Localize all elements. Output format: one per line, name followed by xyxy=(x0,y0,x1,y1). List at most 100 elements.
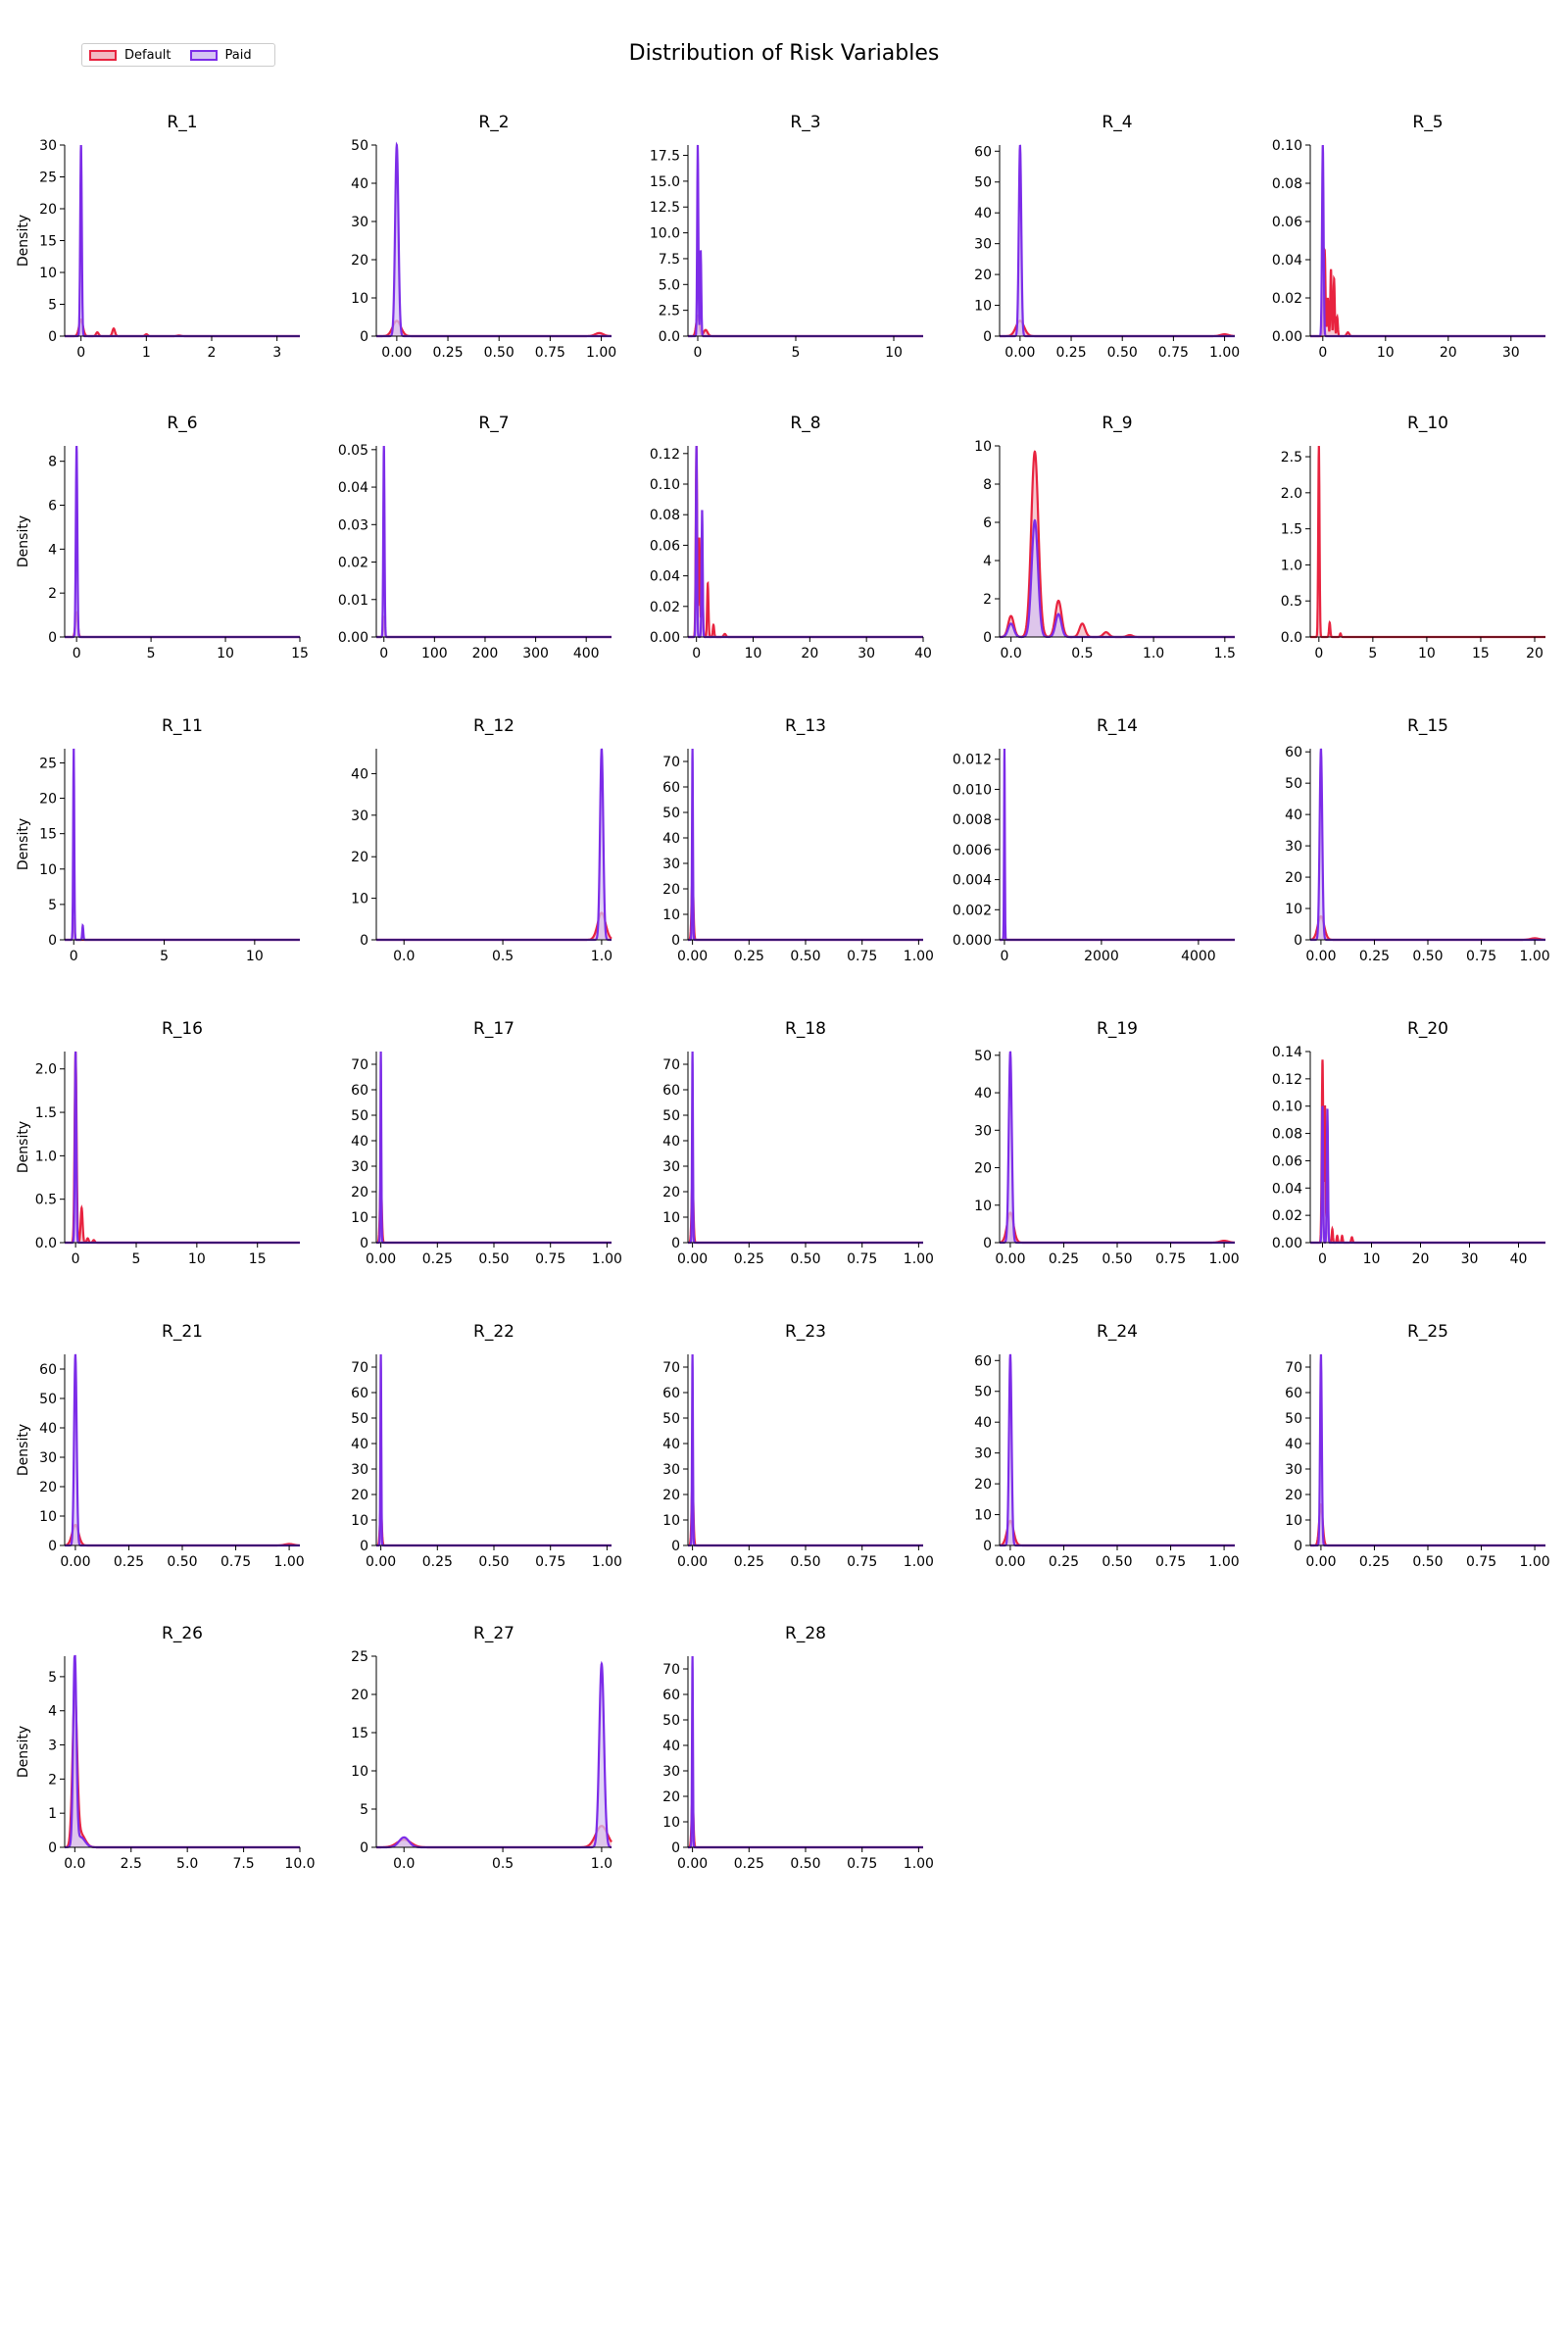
x-tick-label: 0.75 xyxy=(847,1856,877,1872)
x-tick-label: 20 xyxy=(1412,1251,1430,1267)
x-tick-label: 0.00 xyxy=(60,1554,90,1570)
x-tick-label: 10 xyxy=(885,345,903,361)
subplot-R_8: R_8 0.00 0.02 0.04 0.06 0.08 0.10 0.12 0 10 20 30 40 xyxy=(650,414,932,662)
legend-item-paid: Paid xyxy=(189,48,252,63)
y-tick-label: 0.012 xyxy=(953,753,992,768)
x-tick-label: 0.00 xyxy=(677,1554,708,1570)
x-tick-label: 0.25 xyxy=(422,1554,453,1570)
density-area-paid xyxy=(376,1052,612,1243)
y-tick-label: 20 xyxy=(974,1477,992,1493)
y-tick-label: 0 xyxy=(48,329,57,345)
y-tick-label: 20 xyxy=(351,1488,368,1503)
subplot-R_28: R_28 0 10 20 30 40 50 60 70 0.00 0.25 0.50 0.75 1.00 xyxy=(662,1624,934,1872)
subplot-R_7: R_7 0.00 0.01 0.02 0.03 0.04 0.05 0 100 200 300 400 xyxy=(338,414,612,662)
y-tick-label: 60 xyxy=(662,1083,680,1099)
y-tick-label: 0.12 xyxy=(1272,1072,1302,1088)
density-line-default xyxy=(1309,914,1546,942)
y-tick-label: 60 xyxy=(974,1353,992,1369)
y-tick-label: 40 xyxy=(351,176,368,192)
density-line-default xyxy=(65,916,300,942)
y-tick-label: 10 xyxy=(662,1210,680,1226)
density-area-default xyxy=(1000,1212,1235,1243)
subplot-R_11: R_11 0 5 10 15 20 25 0 5 10 Density xyxy=(16,716,300,964)
x-tick-label: 1 xyxy=(142,345,151,361)
x-tick-label: 40 xyxy=(1510,1251,1528,1267)
density-line-default xyxy=(688,1178,923,1245)
y-tick-label: 70 xyxy=(662,1360,680,1376)
y-tick-label: 30 xyxy=(662,857,680,872)
y-tick-label: 30 xyxy=(974,237,992,253)
y-tick-label: 0 xyxy=(671,1236,680,1251)
y-tick-label: 4 xyxy=(48,542,57,558)
x-tick-label: 0.25 xyxy=(734,1856,764,1872)
y-tick-label: 0.06 xyxy=(1272,1153,1302,1169)
x-tick-label: 0.25 xyxy=(432,345,463,361)
subplot-R_23: R_23 0 10 20 30 40 50 60 70 0.00 0.25 0.50 0.75 1.00 xyxy=(662,1322,934,1570)
x-tick-label: 0.50 xyxy=(790,1554,820,1570)
y-tick-label: 2 xyxy=(48,1772,57,1788)
y-tick-label: 4 xyxy=(48,1704,57,1720)
x-tick-label: 0.50 xyxy=(478,1554,509,1570)
y-tick-label: 2.0 xyxy=(35,1062,57,1078)
y-tick-label: 50 xyxy=(39,1392,57,1407)
x-tick-label: 4000 xyxy=(1181,949,1216,964)
y-tick-label: 20 xyxy=(39,1480,57,1495)
x-tick-label: 0.00 xyxy=(995,1251,1025,1267)
y-tick-label: 3 xyxy=(48,1739,57,1754)
x-tick-label: 0.50 xyxy=(1102,1251,1132,1267)
subplot-R_1: R_1 0 5 10 15 20 25 30 0 1 2 3 Density xyxy=(16,113,300,361)
y-tick-label: 0.5 xyxy=(1281,594,1302,610)
y-tick-label: 30 xyxy=(351,1159,368,1175)
density-area-default xyxy=(65,319,300,336)
y-tick-label: 50 xyxy=(974,175,992,191)
density-line-paid xyxy=(64,1654,300,1849)
y-tick-label: 60 xyxy=(351,1386,368,1401)
y-tick-label: 0.02 xyxy=(1272,1208,1302,1224)
x-tick-label: 0 xyxy=(73,646,81,662)
y-tick-label: 10 xyxy=(1285,1513,1302,1529)
x-tick-label: 0 xyxy=(76,345,85,361)
x-tick-label: 1.0 xyxy=(1143,646,1164,662)
subplot-R_4: R_4 0 10 20 30 40 50 60 0.00 0.25 0.50 0.75 1.00 xyxy=(974,113,1240,361)
y-axis-label: Density xyxy=(16,515,31,567)
x-tick-label: 0 xyxy=(694,345,703,361)
x-tick-label: 0.0 xyxy=(64,1856,85,1872)
subplot-R_16: R_16 0.0 0.5 1.0 1.5 2.0 0 5 10 15 Density xyxy=(16,1019,300,1267)
x-tick-label: 0.25 xyxy=(1055,345,1086,361)
y-tick-label: 10 xyxy=(974,1508,992,1524)
x-tick-label: 10 xyxy=(1377,345,1395,361)
x-tick-label: 1.00 xyxy=(1520,1554,1550,1570)
density-line-default xyxy=(376,319,612,338)
subplot-title: R_17 xyxy=(473,1019,514,1039)
y-tick-label: 30 xyxy=(662,1159,680,1175)
x-tick-label: 0.75 xyxy=(1466,949,1496,964)
y-tick-label: 0 xyxy=(1294,1539,1302,1554)
density-line-default xyxy=(1310,245,1545,338)
subplot-R_2: R_2 0 10 20 30 40 50 0.00 0.25 0.50 0.75 1.00 xyxy=(351,113,616,361)
y-tick-label: 20 xyxy=(974,268,992,283)
y-tick-label: 0 xyxy=(360,1236,368,1251)
density-line-paid xyxy=(688,1353,923,1547)
subplot-title: R_3 xyxy=(790,113,820,132)
y-tick-label: 40 xyxy=(662,831,680,847)
x-tick-label: 0.50 xyxy=(1412,949,1443,964)
y-tick-label: 0.10 xyxy=(1272,138,1302,154)
density-line-default xyxy=(1310,1502,1545,1547)
x-tick-label: 10 xyxy=(217,646,234,662)
y-tick-label: 5 xyxy=(360,1802,368,1818)
subplot-R_17: R_17 0 10 20 30 40 50 60 70 0.00 0.25 0.50 0.75 1.00 xyxy=(351,1019,622,1267)
y-tick-label: 10 xyxy=(662,1815,680,1831)
subplot-R_14: R_14 0.000 0.002 0.004 0.006 0.008 0.010 0.012 0… xyxy=(953,716,1235,964)
x-tick-label: 30 xyxy=(858,646,875,662)
x-tick-label: 1.00 xyxy=(592,1554,622,1570)
y-tick-label: 70 xyxy=(662,1662,680,1678)
x-tick-label: 1.00 xyxy=(904,949,934,964)
subplot-title: R_2 xyxy=(478,113,509,132)
density-line-paid xyxy=(1000,748,1235,942)
y-tick-label: 10 xyxy=(351,1210,368,1226)
subplot-title: R_18 xyxy=(785,1019,826,1039)
y-tick-label: 0 xyxy=(983,329,992,345)
x-tick-label: 2000 xyxy=(1084,949,1119,964)
y-tick-label: 0.006 xyxy=(953,843,992,858)
x-tick-label: 0.75 xyxy=(1155,1554,1186,1570)
